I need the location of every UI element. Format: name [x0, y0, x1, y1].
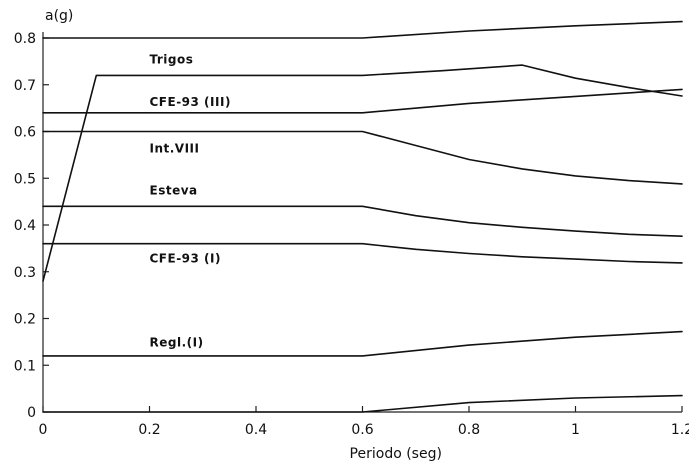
x-tick-label: 0.4 [245, 422, 267, 438]
series-line-esteva [42, 205, 683, 237]
y-tick-label: 0.8 [14, 31, 36, 47]
series-labels: Trigos CFE-93 (III) Int.VIII Esteva CFE-93 (… [150, 53, 231, 350]
series-line-trigos [42, 64, 683, 282]
y-tick-label: 0.6 [14, 125, 36, 141]
series-label-esteva: Esteva [150, 184, 198, 198]
x-tick-label: 0 [39, 422, 48, 438]
x-tick-label: 0.2 [138, 422, 160, 438]
series-label-trigos: Trigos [150, 53, 194, 67]
y-ticks: 0 0.1 0.2 0.3 0.4 0.5 0.6 0.7 0.8 [14, 31, 49, 421]
y-axis-title: a(g) [45, 8, 73, 24]
series-line-cfe93iii [42, 88, 683, 114]
series-label-intviii: Int.VIII [150, 142, 200, 156]
x-tick-label: 0.6 [351, 422, 373, 438]
y-tick-label: 0.4 [14, 218, 36, 234]
series-label-reglI: Regl.(I) [150, 336, 204, 350]
x-tick-label: 1 [571, 422, 580, 438]
x-tick-label: 0.8 [458, 422, 480, 438]
series-line-intviii [42, 130, 683, 185]
axes [42, 32, 682, 413]
series-line-cfe93i [42, 242, 683, 264]
x-tick-label: 1.2 [671, 422, 689, 438]
series-line-reglI [42, 330, 683, 357]
series-line-top [42, 20, 683, 39]
y-tick-label: 0.7 [14, 78, 36, 94]
x-axis-title: Periodo (seg) [350, 446, 442, 462]
series-group [42, 20, 683, 413]
x-ticks: 0 0.2 0.4 0.6 0.8 1 1.2 [39, 406, 689, 438]
series-line-bottom [42, 394, 683, 413]
y-tick-label: 0.1 [14, 358, 36, 374]
y-tick-label: 0.5 [14, 171, 36, 187]
y-tick-label: 0.3 [14, 265, 36, 281]
series-label-cfe93i: CFE-93 (I) [150, 251, 222, 265]
y-tick-label: 0 [27, 405, 36, 421]
series-label-cfe93iii: CFE-93 (III) [150, 95, 231, 109]
y-tick-label: 0.2 [14, 312, 36, 328]
